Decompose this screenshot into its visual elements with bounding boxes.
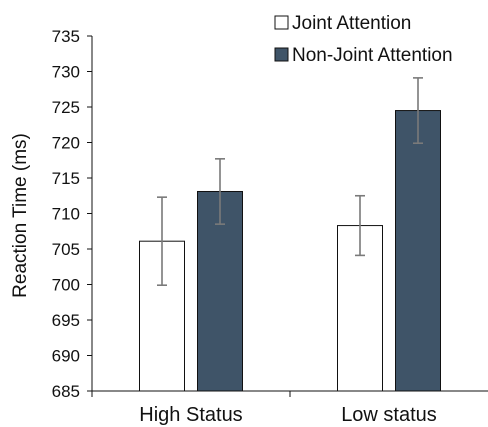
y-tick-label: 735 (52, 27, 80, 46)
legend-swatch (274, 47, 289, 62)
error-bars (157, 77, 423, 287)
y-tick-label: 690 (52, 347, 80, 366)
y-tick-label: 695 (52, 311, 80, 330)
legend-label: Joint Attention (292, 13, 411, 34)
x-category-label: Low status (341, 404, 437, 426)
y-axis-title: Reaction Time (ms) (10, 133, 31, 298)
y-tick-label: 705 (52, 240, 80, 259)
y-tick-labels: 685 690 695 700 705 710 715 720 725 730 735 (52, 27, 92, 401)
y-tick-label: 710 (52, 205, 80, 224)
legend-label: Non-Joint Attention (292, 45, 453, 66)
y-tick-label: 725 (52, 98, 80, 117)
x-category-label: High Status (139, 404, 242, 426)
x-tick-marks (91, 391, 291, 397)
y-tick-label: 730 (52, 63, 80, 82)
y-tick-label: 700 (52, 276, 80, 295)
legend: Joint Attention Non-Joint Attention (274, 13, 453, 66)
y-tick-label: 720 (52, 134, 80, 153)
y-tick-label: 715 (52, 169, 80, 188)
bars (139, 110, 441, 392)
legend-swatch (274, 15, 289, 30)
y-tick-label: 685 (52, 382, 80, 401)
bar-non-joint-attention (395, 110, 441, 392)
category-labels: High Status Low status (139, 404, 437, 426)
